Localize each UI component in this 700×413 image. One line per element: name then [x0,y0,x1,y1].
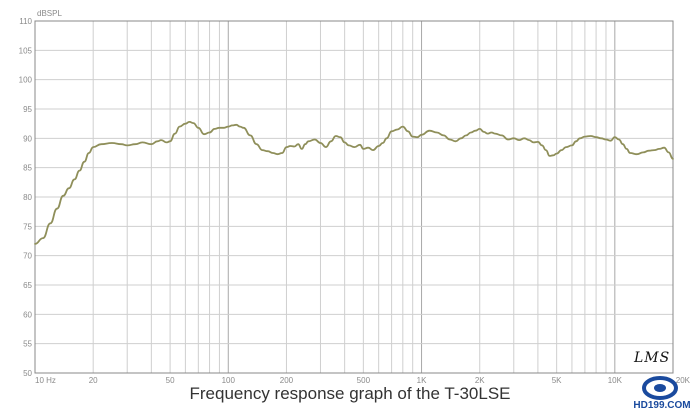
y-tick-label: 65 [23,281,32,290]
x-tick-label: 5K [552,376,562,385]
hd199-watermark: HD199.COM [633,376,691,411]
y-tick-label: 80 [23,193,32,202]
y-tick-label: 85 [23,164,32,173]
y-tick-label: 75 [23,222,32,231]
x-tick-label: 20 [89,376,98,385]
y-axis-label: dBSPL [37,9,62,18]
x-tick-label: 100 [222,376,236,385]
y-tick-label: 55 [23,340,32,349]
x-tick-label: 20K [676,376,691,385]
x-tick-labels: 10 Hz 20 50 100 200 500 1K 2K 5K 10K 20K [35,376,691,385]
y-tick-label: 105 [19,46,33,55]
y-tick-label: 50 [23,369,32,378]
x-tick-label: 50 [166,376,175,385]
watermark-emblem-icon [642,376,678,400]
response-curve [34,121,674,245]
x-tick-label: 10K [608,376,623,385]
series-layer [34,121,674,245]
watermark-text: HD199.COM [633,400,690,411]
y-tick-labels: 50 55 60 65 70 75 80 85 90 95 100 105 110 [19,17,33,378]
lms-logo: LMS [634,350,671,366]
y-tick-label: 90 [23,134,32,143]
chart-caption: Frequency response graph of the T-30LSE [189,384,511,403]
watermark-emblem-core-icon [654,384,666,392]
x-tick-label: 1K [417,376,427,385]
x-tick-label: 500 [357,376,371,385]
grid [35,21,673,373]
y-tick-label: 110 [19,17,32,26]
x-tick-label: 200 [280,376,294,385]
y-tick-label: 70 [23,252,32,261]
y-tick-label: 100 [19,76,33,85]
x-tick-label: 10 Hz [35,376,56,385]
x-tick-label: 2K [475,376,485,385]
plot-frame [34,20,674,374]
y-tick-label: 95 [23,105,32,114]
y-tick-label: 60 [23,310,32,319]
